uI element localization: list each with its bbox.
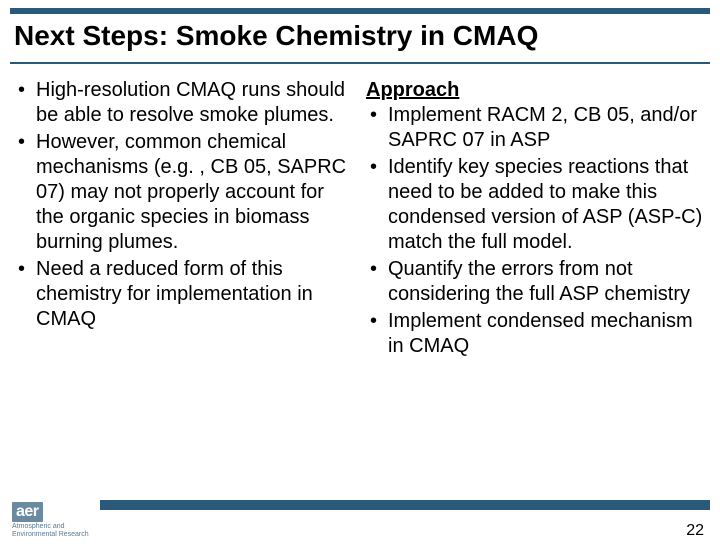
- list-item: Implement condensed mechanism in CMAQ: [366, 309, 706, 359]
- left-column: High-resolution CMAQ runs should be able…: [14, 78, 354, 361]
- approach-heading: Approach: [366, 78, 706, 103]
- list-item: Identify key species reactions that need…: [366, 155, 706, 255]
- aer-logo: aer Atmospheric and Environmental Resear…: [12, 502, 89, 538]
- right-column: Approach Implement RACM 2, CB 05, and/or…: [366, 78, 706, 361]
- list-item: However, common chemical mechanisms (e.g…: [14, 130, 354, 255]
- right-bullet-list: Implement RACM 2, CB 05, and/or SAPRC 07…: [366, 103, 706, 359]
- list-item: Need a reduced form of this chemistry fo…: [14, 257, 354, 332]
- footer: aer Atmospheric and Environmental Resear…: [0, 500, 720, 548]
- left-bullet-list: High-resolution CMAQ runs should be able…: [14, 78, 354, 332]
- page-number: 22: [686, 522, 704, 540]
- list-item: High-resolution CMAQ runs should be able…: [14, 78, 354, 128]
- content-area: High-resolution CMAQ runs should be able…: [0, 74, 720, 361]
- list-item: Implement RACM 2, CB 05, and/or SAPRC 07…: [366, 103, 706, 153]
- logo-subtitle-2: Environmental Research: [12, 531, 89, 538]
- slide-title: Next Steps: Smoke Chemistry in CMAQ: [0, 14, 720, 62]
- title-underline: [10, 62, 710, 64]
- logo-text: aer: [12, 502, 43, 522]
- footer-accent-bar: [100, 500, 710, 510]
- list-item: Quantify the errors from not considering…: [366, 257, 706, 307]
- logo-subtitle-1: Atmospheric and: [12, 523, 65, 530]
